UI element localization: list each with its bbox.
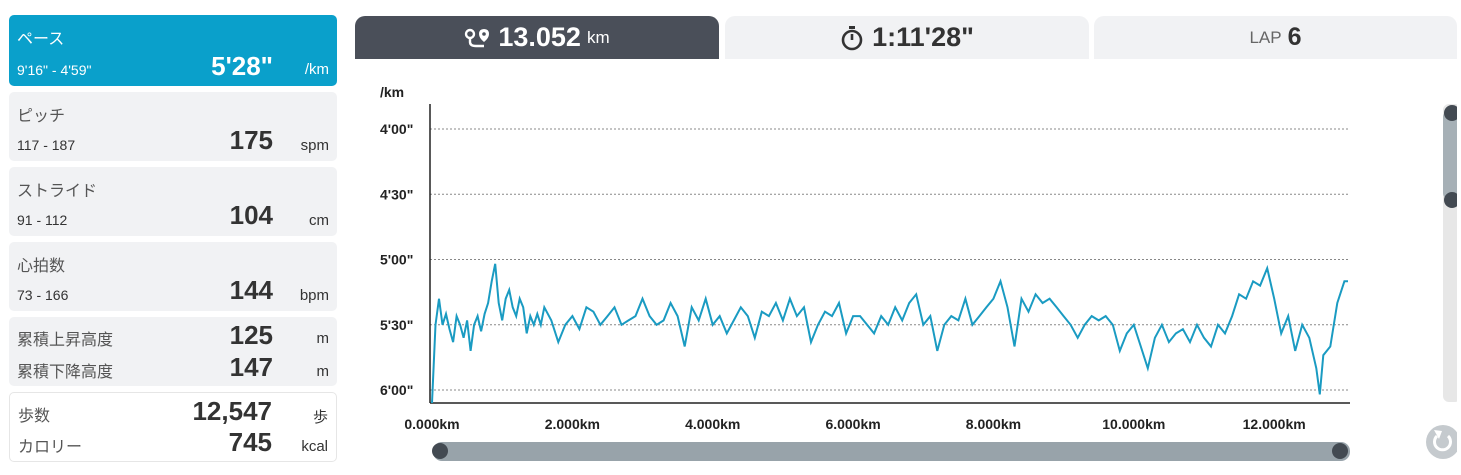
elevation-down-value: 147 [229,352,273,382]
pace-card[interactable]: ペース 9'16" - 4'59" 5'28" /km [9,15,337,86]
stride-range: 91 - 112 [17,212,68,228]
elevation-down-label: 累積下降高度 [17,364,114,381]
y-range-slider-top-handle[interactable] [1444,105,1460,121]
x-tick-label: 8.000km [966,416,1021,432]
y-tick-label: 5'30" [380,317,413,333]
pace-title: ペース [17,31,65,48]
x-tick-label: 2.000km [545,416,600,432]
tab-time[interactable]: 1:11'28" [725,16,1089,59]
reset-zoom-button[interactable] [1426,425,1460,459]
calories-label: カロリー [18,439,83,456]
elevation-up-unit: m [316,330,330,347]
pace-unit: /km [304,61,329,78]
calories-value: 745 [228,427,272,457]
x-range-slider-right-handle[interactable] [1332,443,1348,459]
x-tick-label: 10.000km [1102,416,1165,432]
stride-value: 104 [229,200,273,230]
heart-rate-card[interactable]: 心拍数 73 - 166 144 bpm [9,242,337,311]
lap-value: 6 [1287,23,1302,51]
pace-chart: /km 4'00" 4'30" 5'00" 5'30" 6'00" 0.000km 2.0… [380,84,1461,461]
steps-label: 歩数 [18,408,51,425]
steps-unit: 歩 [312,409,328,426]
stride-title: ストライド [17,183,98,200]
y-axis-label: /km [380,84,404,100]
y-tick-label: 5'00" [380,252,413,268]
x-tick-label: 0.000km [404,416,459,432]
elevation-up-value: 125 [229,320,273,350]
pitch-value: 175 [229,125,273,155]
tab-distance[interactable]: 13.052 km [355,16,719,59]
y-range-slider-selection[interactable] [1443,111,1461,199]
pace-line [431,263,1348,404]
heart-rate-title: 心拍数 [17,258,66,275]
calories-unit: kcal [301,438,328,455]
steps-calories-card[interactable]: 歩数 12,547 歩 カロリー 745 kcal [9,392,337,462]
reset-arrow-icon [1434,430,1442,439]
route-icon [465,28,490,47]
elevation-up-label: 累積上昇高度 [17,332,114,349]
heart-rate-value: 144 [229,275,273,305]
steps-value: 12,547 [192,396,272,426]
stopwatch-icon [841,25,863,50]
heart-rate-unit: bpm [299,287,329,304]
x-range-slider-left-handle[interactable] [432,443,448,459]
pace-range: 9'16" - 4'59" [17,62,92,78]
y-tick-label: 4'30" [380,186,413,202]
y-range-slider-bottom-handle[interactable] [1444,192,1460,208]
x-range-slider-track[interactable] [433,442,1350,461]
pitch-title: ピッチ [17,108,66,125]
pitch-card[interactable]: ピッチ 117 - 187 175 spm [9,92,337,161]
x-tick-label: 12.000km [1243,416,1306,432]
distance-value: 13.052 [498,22,581,52]
lap-prefix: LAP [1249,27,1282,47]
x-tick-label: 4.000km [685,416,740,432]
tab-lap[interactable]: LAP 6 [1094,16,1457,59]
pace-value: 5'28" [211,51,273,81]
elevation-card[interactable]: 累積上昇高度 125 m 累積下降高度 147 m [9,317,337,386]
x-tick-label: 6.000km [825,416,880,432]
reset-icon [1433,434,1452,452]
pitch-range: 117 - 187 [17,137,76,153]
y-tick-label: 4'00" [380,121,413,137]
stride-card[interactable]: ストライド 91 - 112 104 cm [9,167,337,236]
distance-unit: km [586,27,610,47]
heart-rate-range: 73 - 166 [17,287,69,303]
pitch-unit: spm [300,137,329,154]
y-tick-label: 6'00" [380,382,413,398]
pace-chart-panel: /km 4'00" 4'30" 5'00" 5'30" 6'00" 0.000km 2.0… [355,59,1461,470]
elevation-down-unit: m [316,363,330,380]
time-value: 1:11'28" [872,22,974,52]
stride-unit: cm [309,212,329,229]
